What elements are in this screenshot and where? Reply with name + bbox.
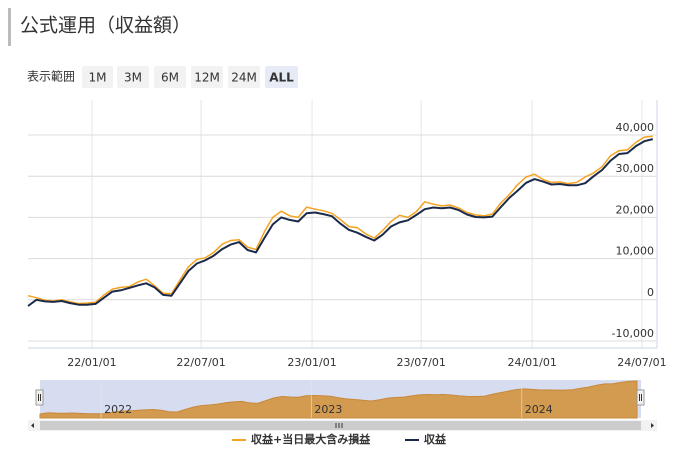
y-tick-label: 40,000 [616,121,655,134]
series-line [27,138,654,307]
range-button[interactable] [191,66,223,88]
y-tick-label: -10,000 [612,327,654,340]
x-tick-label: 22/07/01 [176,356,225,369]
x-tick-label: 22/01/01 [67,356,116,369]
navigator-area [39,380,638,419]
range-button-label[interactable]: 24M [231,71,257,85]
range-button[interactable] [82,66,113,88]
legend-label[interactable]: 収益 [424,432,447,446]
x-tick-label: 23/01/01 [287,356,336,369]
scrollbar-thumb[interactable] [40,421,641,430]
range-button[interactable] [117,66,149,88]
range-button[interactable] [265,66,298,88]
range-button-label[interactable]: 12M [194,71,220,85]
range-button[interactable] [228,66,260,88]
x-tick-label: 24/01/01 [507,356,556,369]
navigator: 2022 2023 2024 [28,380,657,431]
range-button-label[interactable]: ALL [269,71,294,85]
navigator-tick-label: 2024 [525,403,553,416]
navigator-handle-grip [639,394,642,401]
x-tick-label: 24/07/01 [617,356,666,369]
y-tick-label: 20,000 [616,203,655,216]
range-label: 表示範囲 [27,69,75,84]
range-button-label[interactable]: 3M [124,71,142,85]
range-button-label[interactable]: 1M [89,71,107,85]
navigator-tick-label: 2022 [104,403,132,416]
navigator-handle-grip [38,394,41,401]
navigator-handle[interactable] [35,389,44,406]
chart-title: 公式運用（収益額） [20,15,191,37]
y-tick-label: 30,000 [616,162,655,175]
y-tick-label: 10,000 [616,245,655,258]
y-tick-label: 0 [647,286,654,299]
x-tick-label: 23/07/01 [396,356,445,369]
navigator-handle[interactable] [636,389,645,406]
series-line [27,135,653,305]
scrollbar-grip [335,423,343,428]
title-bar [8,8,11,46]
range-button-label[interactable]: 6M [161,71,179,85]
navigator-tick-label: 2023 [314,403,342,416]
legend-label[interactable]: 収益+当日最大含み損益 [251,432,371,446]
range-button[interactable] [154,66,186,88]
